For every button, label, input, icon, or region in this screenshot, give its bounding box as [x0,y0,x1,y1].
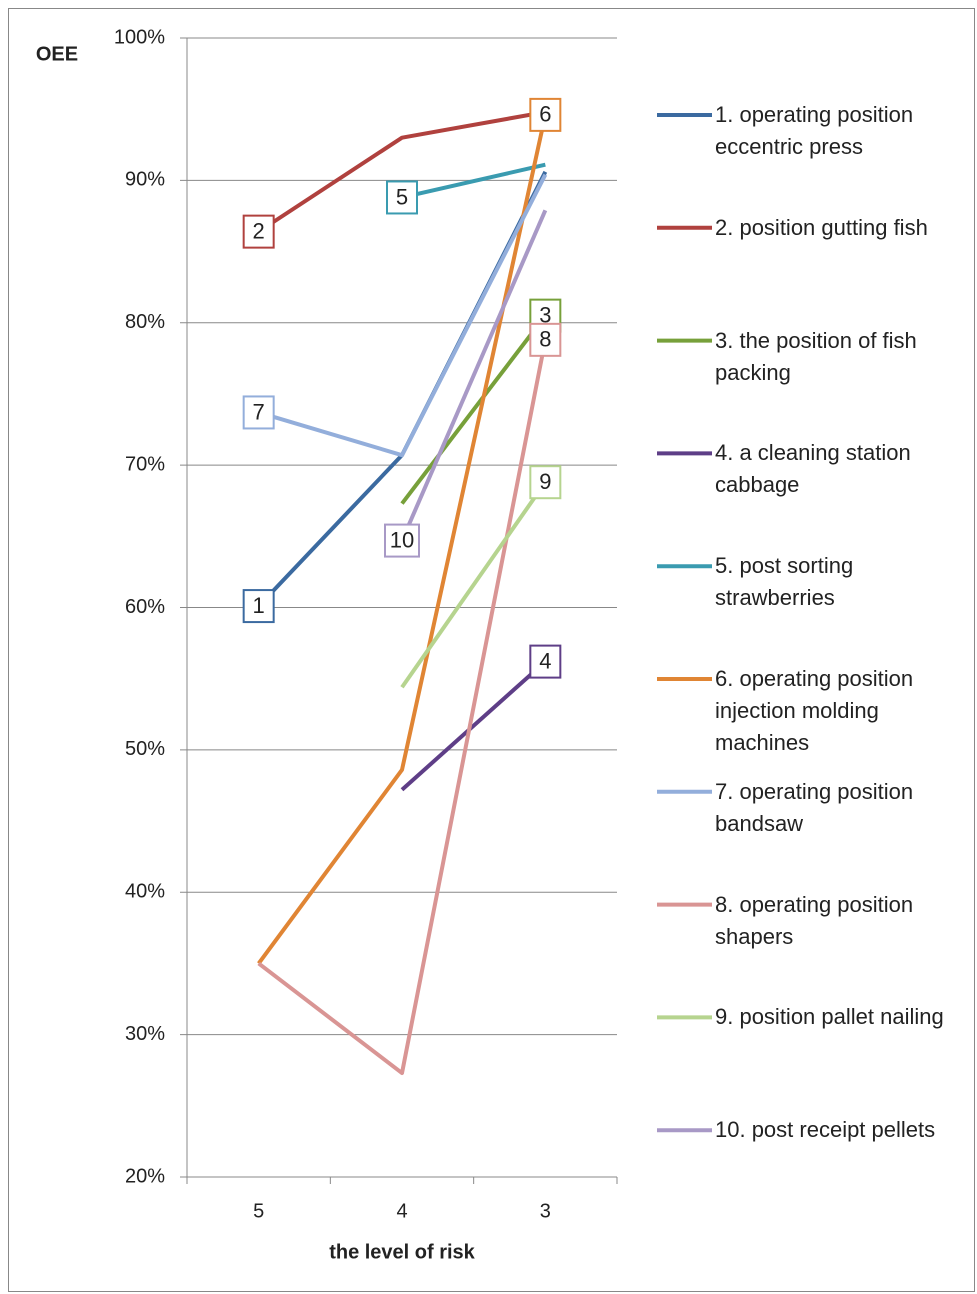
point-label: 8 [539,327,551,352]
y-tick-label: 80% [125,311,165,333]
legend-entry: 6. operating position injection molding … [715,666,914,755]
legend-entry: 10. post receipt pellets [715,1117,936,1143]
point-label: 7 [253,399,265,424]
point-label-box [384,523,420,558]
point-label-box [386,180,418,215]
y-tick-label: 90% [125,169,165,191]
series-line [400,314,547,505]
series-line [401,162,546,200]
point-label-box [529,322,562,357]
point-label-box [529,465,562,500]
legend-entry: 8. operating position shapers [715,891,914,949]
point-label: 9 [539,469,551,494]
legend-entry: 3. the position of fish packing [715,327,917,385]
y-axis-label: OEE [36,43,78,65]
point-label-box [529,644,562,679]
chart-frame [8,8,975,1292]
point-label-box [242,589,275,624]
y-tick-label: 70% [125,453,165,475]
point-label: 4 [539,648,551,673]
point-label: 3 [539,302,551,327]
point-label: 1 [253,593,265,618]
series-line [257,114,548,965]
point-label: 6 [539,102,551,127]
legend-entry: 2. position gutting fish [715,214,928,240]
point-label-box [242,395,275,430]
series-line [400,660,547,792]
legend-entry: 1. operating position eccentric press [715,102,914,159]
y-tick-label: 50% [125,738,165,760]
y-tick-label: 100% [114,26,165,48]
x-tick-label: 3 [540,1200,551,1222]
y-tick-label: 60% [125,596,165,618]
legend-entry: 4. a cleaning station cabbage [715,440,911,498]
point-label-box [242,214,275,249]
series-line [257,110,546,234]
point-label: 2 [253,218,265,243]
y-tick-label: 40% [125,881,165,903]
series-line [400,209,548,542]
x-tick-label: 4 [396,1200,407,1222]
y-tick-label: 30% [125,1023,165,1045]
series-line [400,481,547,689]
point-label-box [529,97,562,132]
x-tick-label: 5 [253,1200,264,1222]
legend-entry: 9. position pallet nailing [715,1004,944,1030]
series-line [257,339,548,1076]
series-line [258,173,548,458]
point-label: 5 [396,184,408,209]
legend-entry: 5. post sorting strawberries [715,553,854,611]
legend-entry: 7. operating position bandsaw [715,778,914,836]
x-axis-label: the level of risk [329,1241,475,1263]
y-tick-label: 20% [125,1165,165,1187]
point-label: 10 [390,527,414,552]
